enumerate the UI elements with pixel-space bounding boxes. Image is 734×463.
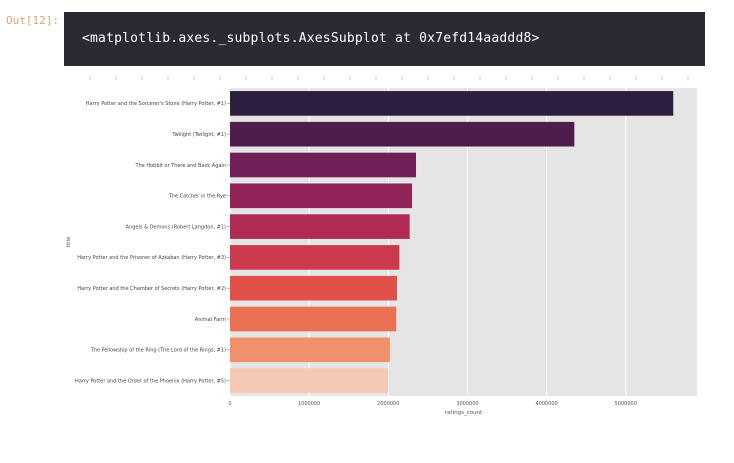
x-tick-label: 0 [228, 401, 231, 407]
x-axis-label: ratings_count [445, 410, 483, 416]
x-tick-label: 2000000 [377, 401, 399, 407]
y-tick-label: Twilight (Twilight, #1) [171, 132, 226, 138]
bar [230, 121, 575, 147]
y-tick-label: Angels & Demons (Robert Langdon, #1) [126, 224, 226, 230]
bar [230, 306, 397, 332]
bars [230, 91, 674, 393]
bar [230, 337, 390, 363]
y-tick-label: The Hobbit or There and Back Again [134, 163, 226, 169]
y-tick-label: The Catcher in the Rye [168, 194, 226, 200]
bar [230, 245, 400, 270]
x-tick-label: 3000000 [456, 401, 478, 407]
bar [230, 275, 398, 301]
x-tick-label: 5000000 [615, 401, 637, 407]
y-axis-label: title [66, 236, 72, 247]
y-tick-label: Animal Farm [195, 317, 226, 323]
bar [230, 183, 413, 209]
output-repr-text: <matplotlib.axes._subplots.AxesSubplot a… [82, 31, 540, 46]
top-tick-marks [89, 76, 689, 80]
y-tick-label: Harry Potter and the Prisoner of Azkaban… [77, 255, 226, 261]
y-tick-label: Harry Potter and the Order of the Phoeni… [75, 378, 226, 384]
bar [230, 91, 674, 116]
bar [230, 368, 389, 393]
x-tick-label: 1000000 [298, 401, 320, 407]
y-tick-label: Harry Potter and the Chamber of Secrets … [77, 286, 226, 292]
bar [230, 152, 417, 178]
bar [230, 214, 410, 239]
y-tick-labels: Harry Potter and the Sorcerer's Stone (H… [75, 101, 230, 384]
x-tick-label: 4000000 [535, 401, 557, 407]
x-tick-labels: 0 1000000 2000000 3000000 4000000 5000000 [228, 401, 636, 407]
y-tick-label: Harry Potter and the Sorcerer's Stone (H… [86, 101, 226, 107]
y-tick-label: The Fellowship of the Ring (The Lord of … [90, 348, 226, 354]
output-cell: <matplotlib.axes._subplots.AxesSubplot a… [64, 12, 705, 66]
output-prompt: Out[12]: [6, 14, 59, 27]
